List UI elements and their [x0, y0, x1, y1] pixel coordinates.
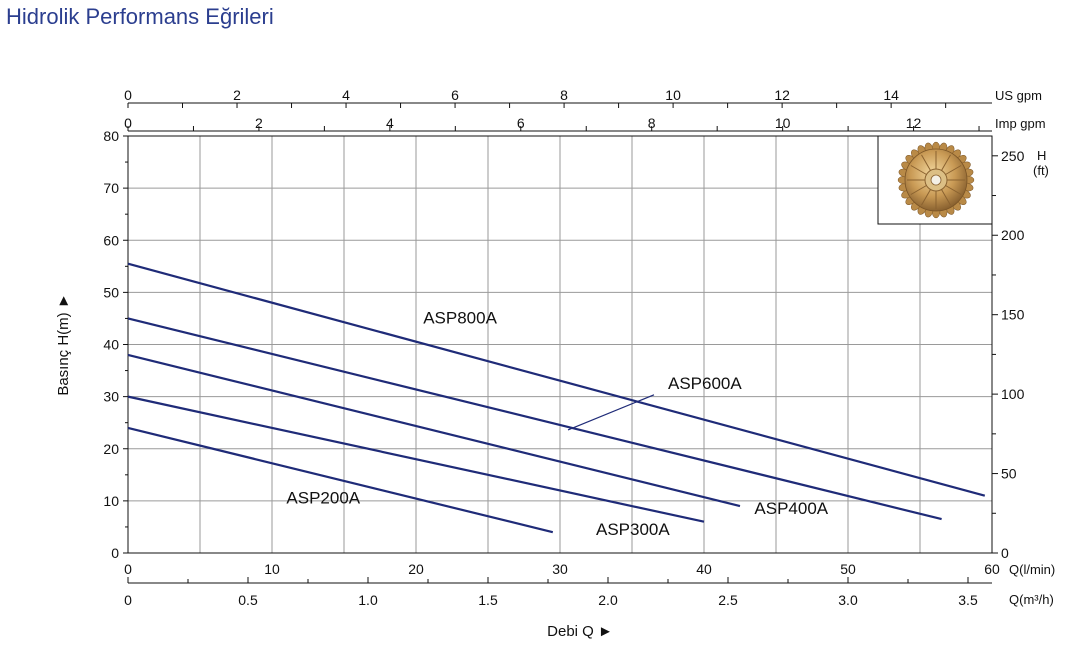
imp-gpm-tick-label: 8 — [648, 115, 656, 131]
imp-gpm-tick-label: 0 — [124, 115, 132, 131]
curve-label-asp800a: ASP800A — [423, 309, 497, 328]
y-tick-label: 20 — [103, 441, 119, 457]
m3h-tick-label: 2.0 — [598, 592, 618, 608]
h-ft-tick-label: 250 — [1001, 148, 1025, 164]
imp-gpm-tick-label: 4 — [386, 115, 394, 131]
curve-label-asp400a: ASP400A — [754, 499, 828, 518]
curve-label-asp600a: ASP600A — [668, 374, 742, 393]
m3h-tick-label: 3.0 — [838, 592, 858, 608]
h-ft-unit-label: H — [1037, 148, 1046, 163]
curves — [127, 262, 986, 534]
h-ft-tick-label: 0 — [1001, 545, 1009, 561]
imp-gpm-unit-label: Imp gpm — [995, 116, 1046, 131]
h-ft-tick-label: 50 — [1001, 466, 1017, 482]
us-gpm-tick-label: 6 — [451, 87, 459, 103]
y-tick-label: 10 — [103, 493, 119, 509]
x-tick-label: 60 — [984, 561, 1000, 577]
us-gpm-tick-label: 0 — [124, 87, 132, 103]
y-tick-label: 60 — [103, 232, 119, 248]
us-gpm-tick-label: 4 — [342, 87, 350, 103]
y-tick-label: 0 — [111, 545, 119, 561]
x-tick-label: 20 — [408, 561, 424, 577]
us-gpm-tick-label: 12 — [774, 87, 790, 103]
x-tick-label: 50 — [840, 561, 856, 577]
x-tick-label: 30 — [552, 561, 568, 577]
series-asp800a — [127, 262, 986, 497]
series-asp300a — [127, 395, 705, 523]
x-tick-label: 10 — [264, 561, 280, 577]
h-ft-tick-label: 150 — [1001, 307, 1025, 323]
h-ft-tick-label: 100 — [1001, 386, 1025, 402]
h-ft-tick-label: 200 — [1001, 227, 1025, 243]
impeller-inset — [877, 135, 993, 225]
page-title: Hidrolik Performans Eğrileri — [6, 4, 274, 29]
curve-labels: ASP800A ASP600A ASP400A ASP300A ASP200A — [286, 309, 828, 539]
y-axis-title: Basınç H(m) ► — [55, 293, 72, 395]
x-tick-label: 0 — [124, 561, 132, 577]
series-asp400a — [127, 353, 741, 508]
y-tick-label: 70 — [103, 180, 119, 196]
m3h-tick-label: 2.5 — [718, 592, 738, 608]
leader-line-asp600a — [567, 394, 655, 431]
h-ft-unit-sublabel: (ft) — [1033, 163, 1049, 178]
x-tick-label: 40 — [696, 561, 712, 577]
m3h-tick-label: 0.5 — [238, 592, 258, 608]
us-gpm-tick-label: 14 — [883, 87, 899, 103]
imp-gpm-tick-label: 12 — [906, 115, 922, 131]
m3h-tick-label: 1.0 — [358, 592, 378, 608]
y-tick-label: 40 — [103, 337, 119, 353]
x-axis-title: Debi Q ► — [547, 623, 613, 640]
imp-gpm-tick-label: 10 — [775, 115, 791, 131]
m3h-tick-label: 3.5 — [958, 592, 978, 608]
us-gpm-tick-label: 2 — [233, 87, 241, 103]
series-asp200a — [127, 426, 554, 534]
series-asp600a — [127, 317, 942, 521]
impeller-icon — [897, 141, 975, 219]
imp-gpm-tick-label: 2 — [255, 115, 263, 131]
us-gpm-unit-label: US gpm — [995, 88, 1042, 103]
us-gpm-tick-label: 10 — [665, 87, 681, 103]
curve-label-asp200a: ASP200A — [286, 488, 360, 507]
curve-label-asp300a: ASP300A — [596, 520, 670, 539]
x-unit-label: Q(l/min) — [1009, 562, 1055, 577]
m3h-tick-label: 0 — [124, 592, 132, 608]
y-tick-label: 30 — [103, 389, 119, 405]
m3h-tick-label: 1.5 — [478, 592, 498, 608]
y-tick-label: 80 — [103, 128, 119, 144]
imp-gpm-tick-label: 6 — [517, 115, 525, 131]
y-tick-label: 50 — [103, 284, 119, 300]
us-gpm-tick-label: 8 — [560, 87, 568, 103]
m3h-unit-label: Q(m³/h) — [1009, 592, 1054, 607]
